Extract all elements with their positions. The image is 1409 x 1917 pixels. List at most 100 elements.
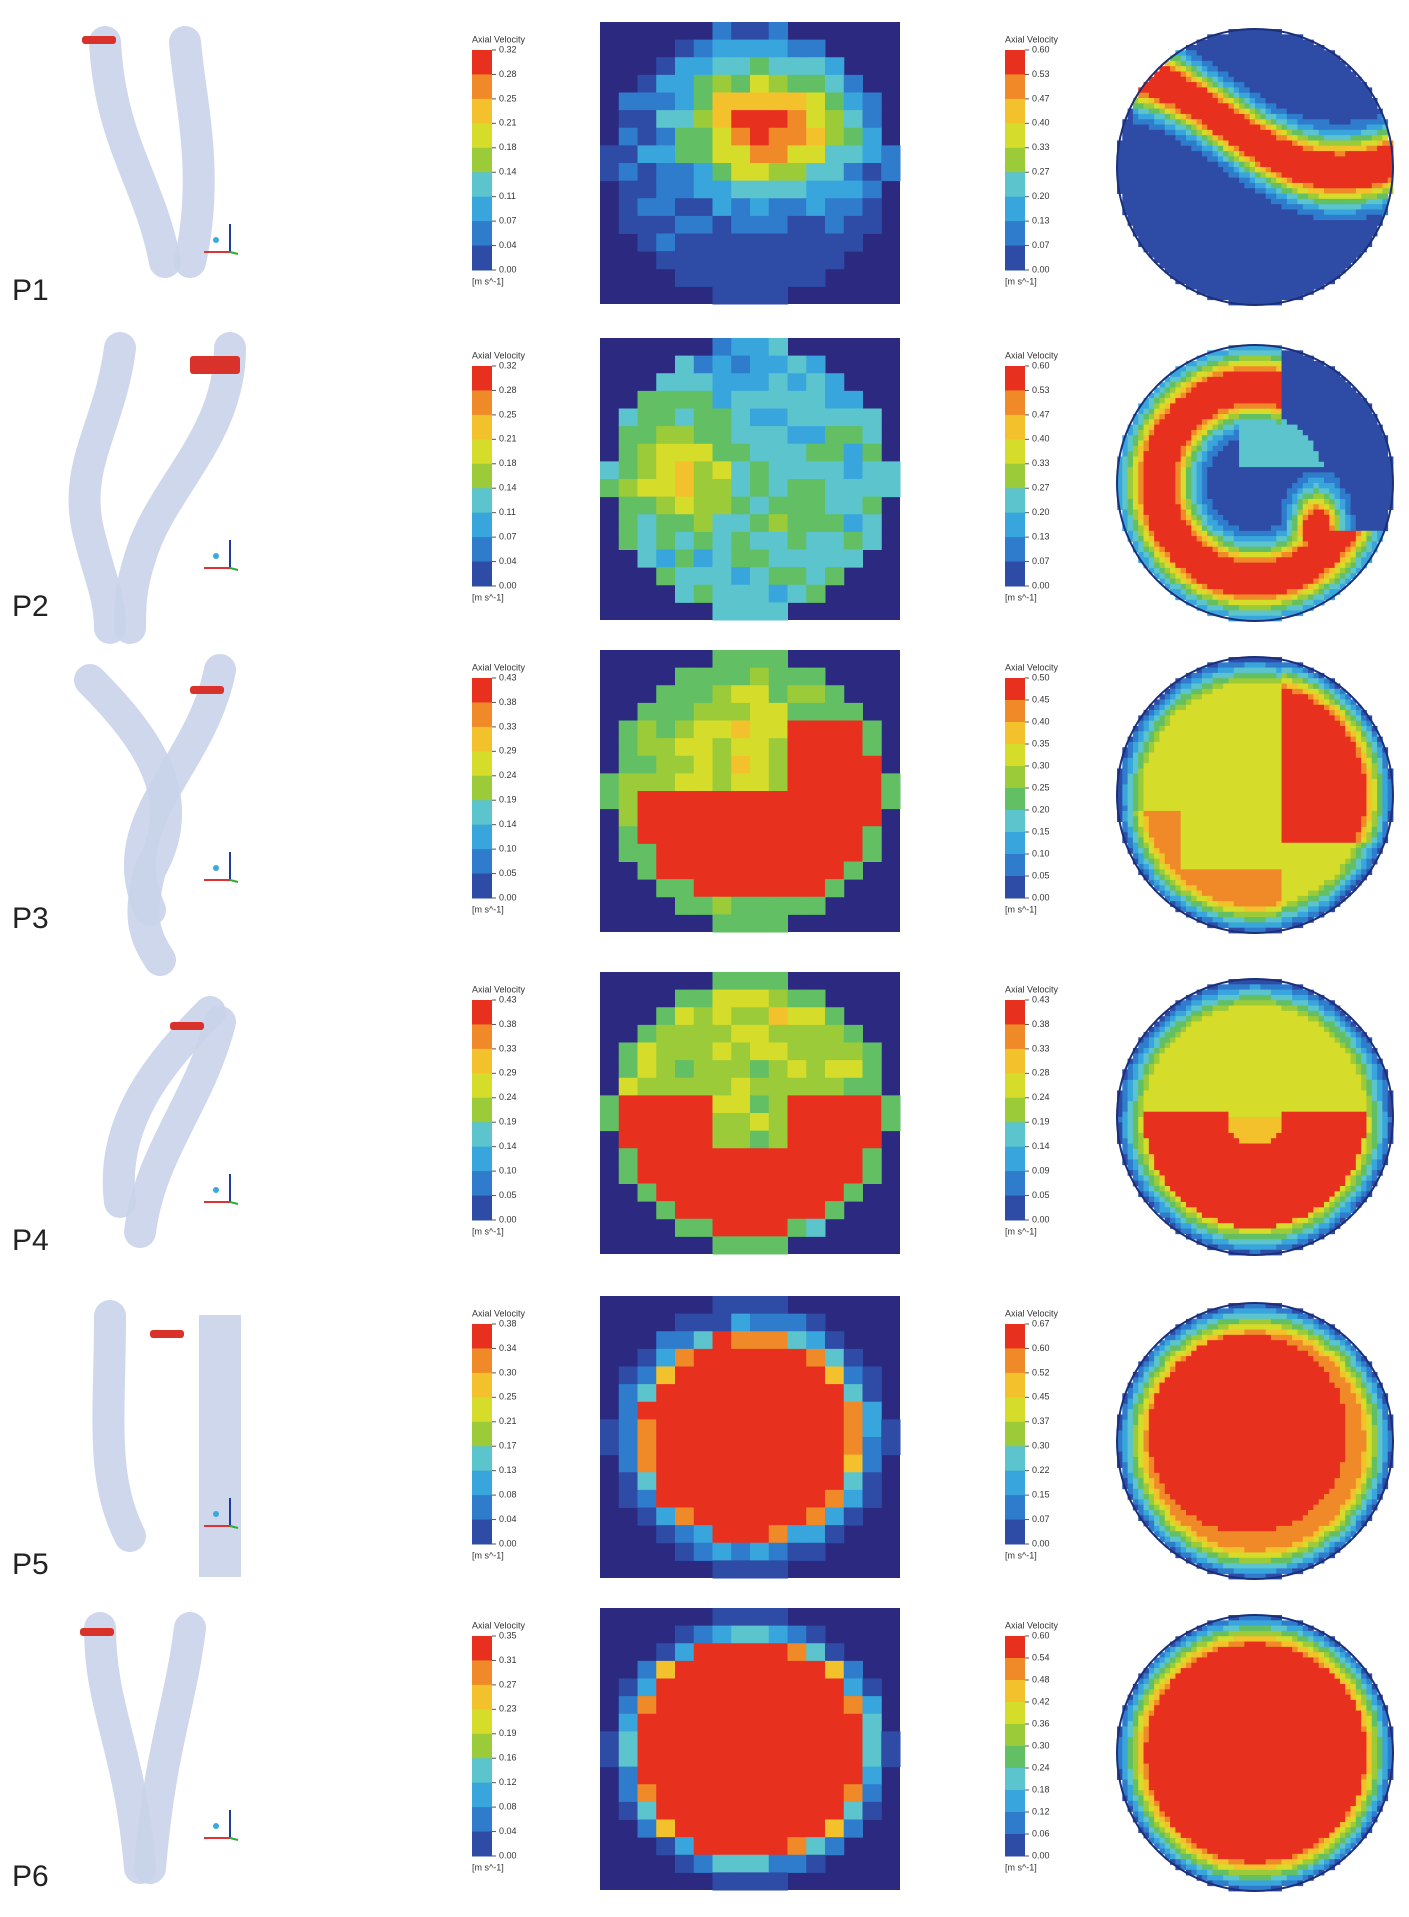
- contour-cell: [1308, 215, 1314, 221]
- contour-cell: [1335, 215, 1341, 221]
- colorbar-tick-label: 0.33: [499, 721, 517, 731]
- contour-cell: [1175, 584, 1181, 590]
- contour-cell: [1223, 467, 1229, 473]
- contour-cell: [1250, 114, 1256, 120]
- contour-cell: [1340, 536, 1346, 542]
- contour-cell: [1228, 61, 1234, 67]
- contour-cell: [1356, 167, 1362, 173]
- heatmap-cell: [731, 198, 750, 216]
- contour-cell: [1382, 162, 1388, 168]
- contour-cell: [1144, 151, 1150, 157]
- contour-cell: [1213, 494, 1219, 500]
- section-plane: [82, 36, 116, 44]
- contour-cell: [1366, 414, 1372, 420]
- contour-cell: [1382, 151, 1388, 157]
- contour-cell: [1276, 563, 1282, 569]
- heatmap-cell: [713, 879, 732, 897]
- contour-cell: [1170, 135, 1176, 141]
- contour-cell: [1282, 594, 1288, 600]
- contour-cell: [1276, 236, 1282, 242]
- contour-cell: [1165, 183, 1171, 189]
- contour-cell: [1361, 146, 1367, 152]
- contour-cell: [1351, 231, 1357, 237]
- contour-cell: [1255, 451, 1261, 457]
- heatmap-cell: [825, 461, 844, 479]
- contour-cell: [1228, 268, 1234, 274]
- contour-cell: [1197, 151, 1203, 157]
- contour-cell: [1165, 77, 1171, 83]
- contour-cell: [1165, 130, 1171, 136]
- contour-cell: [1223, 103, 1229, 109]
- contour-cell: [1181, 220, 1187, 226]
- contour-cell: [1260, 56, 1266, 62]
- contour-cell: [1292, 199, 1298, 205]
- contour-cell: [1244, 278, 1250, 284]
- contour-cell: [1276, 247, 1282, 253]
- contour-cell: [1282, 483, 1288, 489]
- heatmap-cell: [675, 373, 694, 391]
- contour-cell: [1223, 441, 1229, 447]
- contour-cell: [1276, 382, 1282, 388]
- contour-cell: [1159, 93, 1165, 99]
- contour-cell: [1335, 387, 1341, 393]
- contour-cell: [1244, 61, 1250, 67]
- colorbar-unit: [m s^-1]: [1005, 592, 1037, 602]
- contour-cell: [1202, 393, 1208, 399]
- contour-cell: [1372, 430, 1378, 436]
- contour-cell: [1297, 563, 1303, 569]
- contour-cell: [1266, 109, 1272, 115]
- contour-cell: [1165, 146, 1171, 152]
- contour-cell: [1303, 71, 1309, 77]
- contour-cell: [1276, 520, 1282, 526]
- contour-cell: [1276, 361, 1282, 367]
- contour-cell: [1239, 541, 1245, 547]
- contour-cell: [1329, 268, 1335, 274]
- contour-cell: [1197, 584, 1203, 590]
- contour-cell: [1266, 387, 1272, 393]
- contour-cell: [1297, 425, 1303, 431]
- colorbar-segment: [472, 751, 492, 776]
- contour-cell: [1207, 372, 1213, 378]
- heatmap-cell: [788, 550, 807, 568]
- contour-cell: [1345, 456, 1351, 462]
- contour-cell: [1329, 140, 1335, 146]
- contour-cell: [1223, 456, 1229, 462]
- contour-cell: [1292, 605, 1298, 611]
- contour-cell: [1149, 494, 1155, 500]
- contour-cell: [1239, 241, 1245, 247]
- heatmap-cell: [675, 479, 694, 497]
- contour-cell: [1255, 247, 1261, 253]
- heatmap-cell: [788, 373, 807, 391]
- contour-cell: [1340, 220, 1346, 226]
- contour-cell: [1149, 109, 1155, 115]
- contour-cell: [1144, 504, 1150, 510]
- contour-cell: [1351, 393, 1357, 399]
- contour-cell: [1250, 361, 1256, 367]
- contour-cell: [1361, 93, 1367, 99]
- contour-cell: [1197, 204, 1203, 210]
- contour-cell: [1159, 504, 1165, 510]
- contour-cell: [1329, 541, 1335, 547]
- colorbar-segment: [472, 50, 492, 75]
- contour-cell: [1197, 114, 1203, 120]
- contour-cell: [1234, 531, 1240, 537]
- contour-cell: [1234, 40, 1240, 46]
- contour-cell: [1133, 494, 1139, 500]
- contour-cell: [1181, 204, 1187, 210]
- heatmap-cell: [750, 391, 769, 409]
- contour-cell: [1266, 366, 1272, 372]
- contour-cell: [1128, 172, 1134, 178]
- contour-cell: [1128, 188, 1134, 194]
- contour-cell: [1244, 409, 1250, 415]
- contour-cell: [1308, 77, 1314, 83]
- contour-cell: [1292, 167, 1298, 173]
- contour-cell: [1165, 247, 1171, 253]
- contour-cell: [1324, 579, 1330, 585]
- contour-cell: [1271, 472, 1277, 478]
- contour-cell: [1340, 525, 1346, 531]
- contour-cell: [1128, 451, 1134, 457]
- contour-cell: [1345, 414, 1351, 420]
- contour-cell: [1244, 589, 1250, 595]
- contour-cell: [1244, 600, 1250, 606]
- contour-cell: [1260, 209, 1266, 215]
